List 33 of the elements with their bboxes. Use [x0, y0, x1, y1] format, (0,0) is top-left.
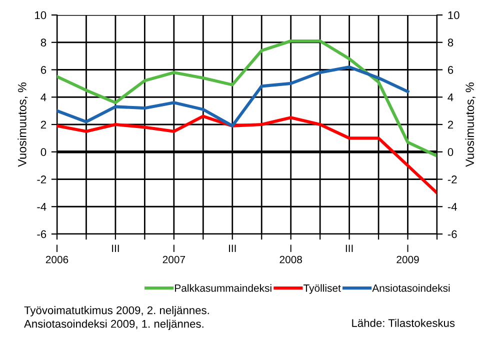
- y-tick-label: -2: [37, 176, 46, 184]
- y2-tick-label: -2: [448, 176, 457, 184]
- y2-tick-label: 4: [448, 94, 454, 102]
- line-series: [57, 65, 410, 128]
- x-tick-label: I 2008: [280, 244, 302, 264]
- y-axis-title: Vuosimuutos, %: [18, 82, 28, 167]
- text: Työvoimatutkimus 2009, 2. neljännes. Ansiotasoindeksi 2009, 1. neljännes.: [24, 306, 209, 330]
- legend-label: Työlliset: [304, 284, 341, 294]
- y2-axis-title: Vuosimuutos, %: [465, 82, 476, 167]
- y-tick-label: 2: [40, 120, 46, 129]
- legend-label: Ansiotasoindeksi: [372, 284, 450, 292]
- text: Lähde: Tilastokeskus: [352, 318, 455, 327]
- x-tick-label: I 2009: [396, 244, 419, 264]
- y2-tick-label: -4: [448, 203, 457, 211]
- y-tick-label: -6: [37, 230, 46, 238]
- y-tick-label: 4: [40, 94, 46, 102]
- y-tick-label: 0: [40, 148, 46, 156]
- x-tick-label: III: [112, 244, 119, 252]
- y-tick-label: 10: [35, 11, 46, 20]
- y-tick-label: 8: [40, 38, 46, 47]
- y2-tick-label: 0: [448, 148, 454, 156]
- legend-label: Palkkasummaindeksi: [175, 284, 272, 292]
- y2-tick-label: 2: [448, 120, 454, 129]
- x-tick-label: III: [229, 244, 236, 252]
- y2-tick-label: 10: [448, 11, 460, 20]
- y-tick-label: 6: [40, 66, 46, 74]
- y-tick-label: -4: [37, 203, 46, 211]
- y2-tick-label: -6: [448, 230, 457, 238]
- y2-tick-label: 8: [448, 38, 454, 47]
- x-tick-label: I 2006: [46, 244, 68, 264]
- y2-tick-label: 6: [448, 66, 454, 74]
- x-tick-label: III: [346, 244, 353, 252]
- x-tick-label: I 2007: [162, 244, 185, 264]
